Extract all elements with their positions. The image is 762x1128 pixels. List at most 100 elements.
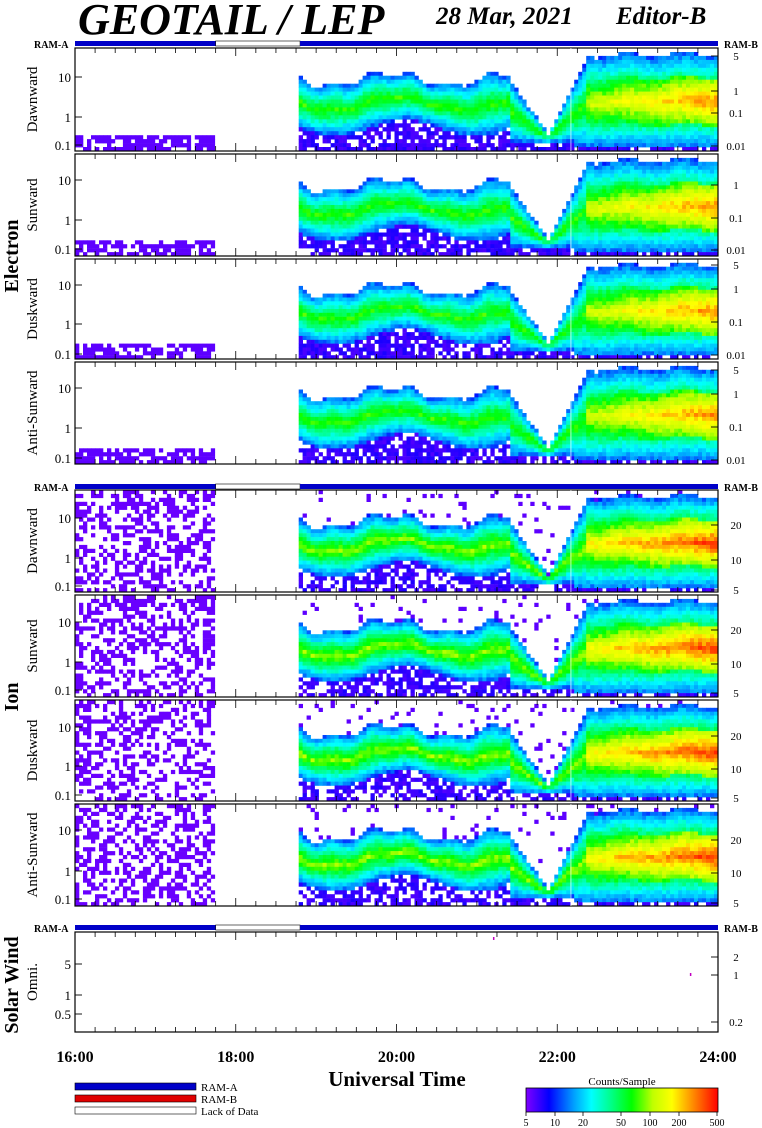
spectrogram-cell xyxy=(494,201,499,206)
spectrogram-cell xyxy=(706,212,711,217)
spectrogram-cell xyxy=(634,139,639,144)
spectrogram-cell xyxy=(574,208,579,214)
spectrogram-cell xyxy=(498,135,503,140)
spectrogram-cell xyxy=(330,328,335,333)
spectrogram-cell xyxy=(314,312,319,317)
spectrogram-cell xyxy=(330,193,335,198)
spectrogram-cell xyxy=(630,79,635,84)
spectrogram-cell xyxy=(590,127,595,132)
spectrogram-cell xyxy=(494,119,499,124)
spectrogram-cell xyxy=(382,289,387,294)
spectrogram-cell xyxy=(686,189,691,194)
spectrogram-cell xyxy=(602,240,607,245)
spectrogram-cell xyxy=(514,111,519,116)
spectrogram-cell xyxy=(518,205,523,210)
spectrogram-cell xyxy=(450,143,455,148)
spectrogram-cell xyxy=(130,135,136,140)
spectrogram-cell xyxy=(118,343,124,348)
spectrogram-cell xyxy=(674,157,679,163)
spectrogram-cell xyxy=(406,71,411,77)
spectrogram-cell xyxy=(362,220,367,225)
spectrogram-cell xyxy=(474,119,479,124)
spectrogram-cell xyxy=(614,201,619,206)
spectrogram-cell xyxy=(418,224,423,229)
spectrogram-cell xyxy=(358,297,363,302)
spectrogram-cell xyxy=(538,236,543,241)
spectrogram-cell xyxy=(470,193,475,198)
spectrogram-cell xyxy=(430,339,435,344)
spectrogram-cell xyxy=(570,91,575,96)
spectrogram-cell xyxy=(410,316,415,321)
spectrogram-cell xyxy=(634,87,639,92)
spectrogram-cell xyxy=(578,147,583,152)
spectrogram-cell xyxy=(714,139,719,144)
spectrogram-cell xyxy=(594,103,599,108)
spectrogram-cell xyxy=(666,135,671,140)
spectrogram-cell xyxy=(710,208,715,214)
spectrogram-cell xyxy=(358,95,363,100)
spectrogram-cell xyxy=(674,71,679,77)
spectrogram-cell xyxy=(442,305,447,310)
spectrogram-cell xyxy=(606,169,611,174)
spectrogram-cell xyxy=(674,208,679,214)
spectrogram-cell xyxy=(610,208,615,214)
spectrogram-cell xyxy=(494,99,499,104)
spectrogram-cell xyxy=(470,328,475,333)
spectrogram-cell xyxy=(642,205,647,210)
spectrogram-cell xyxy=(198,343,204,348)
spectrogram-cell xyxy=(610,189,615,194)
spectrogram-cell xyxy=(618,83,623,88)
spectrogram-cell xyxy=(202,143,208,148)
spectrogram-cell xyxy=(618,52,623,57)
spectrogram-cell xyxy=(490,224,495,229)
spectrogram-cell xyxy=(446,293,451,298)
spectrogram-cell xyxy=(662,127,667,132)
spectrogram-cell xyxy=(662,236,667,241)
spectrogram-cell xyxy=(454,316,459,321)
spectrogram-cell xyxy=(674,135,679,140)
spectrogram-cell xyxy=(474,343,479,348)
spectrogram-cell xyxy=(694,161,699,166)
spectrogram-cell xyxy=(426,320,431,325)
spectrogram-cell xyxy=(566,139,571,144)
spectrogram-cell xyxy=(574,107,579,112)
spectrogram-cell xyxy=(450,297,455,302)
spectrogram-cell xyxy=(634,91,639,96)
spectrogram-cell xyxy=(450,301,455,306)
spectrogram-cell xyxy=(582,127,587,132)
spectrogram-cell xyxy=(402,293,407,298)
spectrogram-cell xyxy=(670,87,675,92)
spectrogram-cell xyxy=(686,248,691,253)
spectrogram-cell xyxy=(606,131,611,136)
spectrogram-cell xyxy=(698,75,703,80)
spectrogram-cell xyxy=(606,189,611,194)
spectrogram-cell xyxy=(414,103,419,108)
spectrogram-cell xyxy=(474,339,479,344)
spectrogram-cell xyxy=(374,208,379,214)
spectrogram-cell xyxy=(386,232,391,237)
spectrogram-cell xyxy=(602,232,607,237)
spectrogram-cell xyxy=(582,181,587,186)
spectrogram-cell xyxy=(366,99,371,104)
spectrogram-cell xyxy=(626,185,631,190)
spectrogram-cell xyxy=(366,343,371,348)
lack-of-data-bar-segment-1 xyxy=(215,40,301,47)
spectrogram-cell xyxy=(426,205,431,210)
spectrogram-cell xyxy=(574,115,579,120)
spectrogram-cell xyxy=(630,52,635,57)
spectrogram-cell xyxy=(422,99,427,104)
spectrogram-cell xyxy=(418,293,423,298)
spectrogram-cell xyxy=(694,59,699,65)
spectrogram-cell xyxy=(470,95,475,100)
spectrogram-cell xyxy=(394,228,399,233)
spectrogram-cell xyxy=(674,59,679,65)
spectrogram-cell xyxy=(338,316,343,321)
spectrogram-cell xyxy=(694,139,699,144)
spectrogram-cell xyxy=(358,197,363,202)
spectrogram-cell xyxy=(474,351,479,356)
spectrogram-cell xyxy=(470,339,475,344)
spectrogram-cell xyxy=(702,201,707,206)
spectrogram-cell xyxy=(698,244,703,249)
spectrogram-cell xyxy=(302,95,307,100)
spectrogram-cell xyxy=(598,244,603,249)
